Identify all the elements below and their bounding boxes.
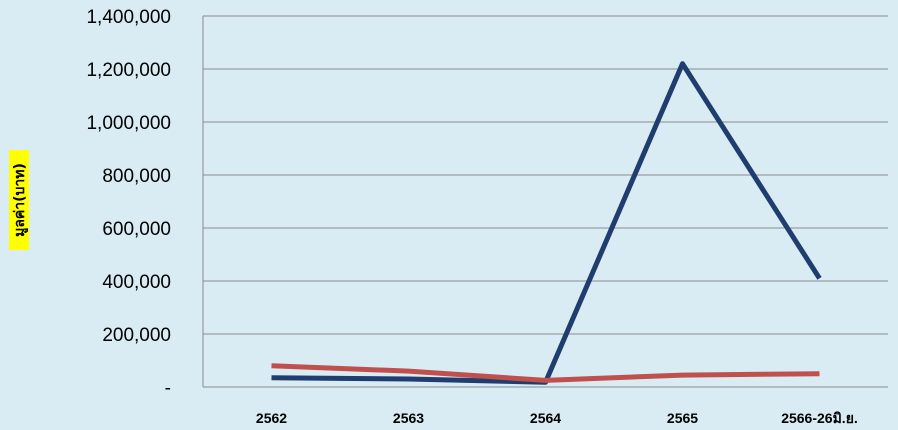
x-tick-labels: 2562 2563 2564 2565 2566-26มิ.ย. xyxy=(256,410,858,426)
y-tick-label: - xyxy=(165,378,171,399)
x-tick-label: 2562 xyxy=(256,410,287,426)
series-line-2 xyxy=(271,363,820,383)
y-tick-label: 800,000 xyxy=(102,166,171,187)
x-tick-label: 2563 xyxy=(393,410,424,426)
y-tick-label: 200,000 xyxy=(102,325,171,346)
y-tick-label: 1,000,000 xyxy=(86,113,171,134)
y-tick-label: 1,200,000 xyxy=(86,60,171,81)
y-axis-label-highlight xyxy=(9,150,29,250)
x-tick-label: 2566-26มิ.ย. xyxy=(781,410,858,426)
x-tick-label: 2564 xyxy=(530,410,561,426)
y-tick-labels: - 200,000 400,000 600,000 800,000 1,000,000 1,… xyxy=(86,7,171,399)
y-tick-label: 400,000 xyxy=(102,272,171,293)
series-lines xyxy=(271,61,822,385)
y-axis-label: มูลค่า(บาท) xyxy=(12,163,28,237)
y-tick-label: 600,000 xyxy=(102,219,171,240)
x-tick-label: 2565 xyxy=(667,410,698,426)
y-tick-label: 1,400,000 xyxy=(86,7,171,28)
grid-lines xyxy=(202,15,888,388)
